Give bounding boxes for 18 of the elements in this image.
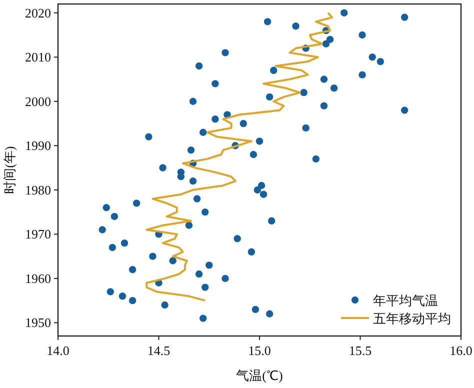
y-tick-label: 1960 — [25, 270, 51, 286]
y-tick-label: 2020 — [25, 5, 51, 20]
y-tick-label: 1990 — [25, 138, 51, 154]
x-tick-label: 16.0 — [450, 343, 472, 358]
y-tick-label: 1950 — [25, 315, 51, 330]
y-tick-label: 2010 — [25, 50, 51, 65]
y-axis-title: 时间(年) — [2, 146, 17, 194]
legend-label: 五年移动平均 — [373, 311, 451, 326]
x-tick-label: 15.5 — [348, 343, 372, 358]
y-tick-label: 1970 — [25, 226, 51, 242]
x-tick-label: 15.0 — [248, 343, 271, 358]
y-tick-label: 2000 — [25, 94, 51, 109]
line-series — [146, 12, 334, 302]
x-tick-label: 14.5 — [147, 343, 170, 358]
x-tick-label: 14.0 — [46, 343, 70, 358]
x-axis-title: 气温(℃) — [236, 368, 283, 383]
legend-label: 年平均气温 — [373, 293, 438, 308]
y-tick-label: 1980 — [25, 182, 51, 198]
